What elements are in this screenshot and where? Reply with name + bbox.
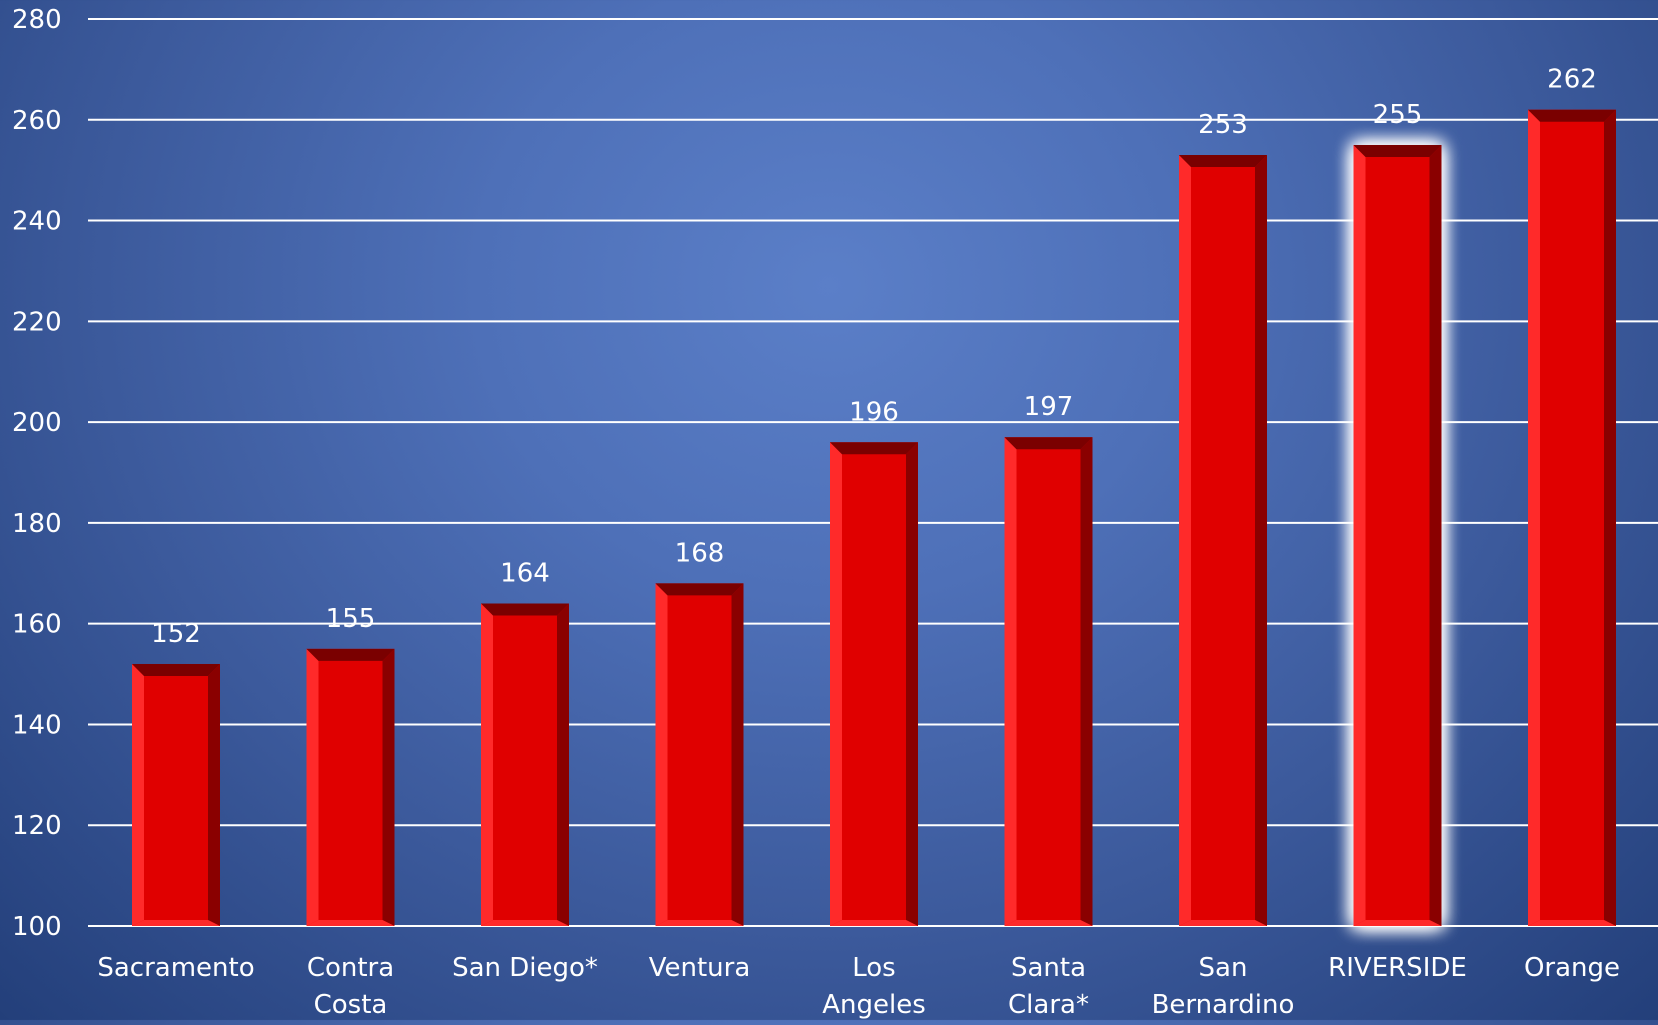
bar-top-bevel-orange bbox=[1528, 109, 1616, 122]
bar-top-bevel-san-bernardino bbox=[1179, 155, 1267, 168]
data-labels: 152 155 164 168 196 197 253 255 262 bbox=[151, 65, 1597, 649]
bar-front-orange bbox=[1528, 109, 1616, 926]
y-tick-label-100: 100 bbox=[12, 912, 62, 942]
bar-front-santa-clara bbox=[1004, 437, 1093, 926]
bars bbox=[132, 109, 1616, 927]
x-tick-label-ventura: Ventura bbox=[649, 953, 751, 983]
y-tick-label-220: 220 bbox=[12, 307, 62, 337]
data-label-santa-clara: 197 bbox=[1024, 392, 1074, 422]
bar-orange bbox=[1528, 109, 1616, 926]
y-tick-label-260: 260 bbox=[12, 106, 62, 136]
bar-left-bevel-santa-clara bbox=[1004, 437, 1017, 926]
y-tick-label-160: 160 bbox=[12, 610, 62, 640]
x-tick-label-santa-clara: Santa Clara* bbox=[1008, 953, 1089, 1020]
data-label-ventura: 168 bbox=[675, 538, 725, 568]
bar-front-ventura bbox=[655, 583, 744, 926]
bar-top-bevel-san-diego bbox=[481, 603, 569, 616]
data-label-sacramento: 152 bbox=[151, 619, 201, 649]
y-tick-label-120: 120 bbox=[12, 811, 62, 841]
x-tick-label-orange: Orange bbox=[1524, 953, 1620, 983]
bar-top-bevel-sacramento bbox=[132, 663, 220, 676]
y-axis-tick-labels: 100 120 140 160 180 200 220 240 260 280 bbox=[12, 5, 62, 942]
bar-right-bevel-riverside bbox=[1429, 144, 1442, 926]
bar-left-bevel-ventura bbox=[655, 583, 668, 926]
x-tick-label-riverside: RIVERSIDE bbox=[1328, 953, 1467, 983]
y-tick-label-140: 140 bbox=[12, 710, 62, 740]
bar-left-bevel-los-angeles bbox=[830, 442, 842, 926]
x-tick-label-contra-costa: Contra Costa bbox=[307, 953, 394, 1020]
bar-right-bevel-sacramento bbox=[208, 663, 220, 926]
data-label-contra-costa: 155 bbox=[326, 604, 376, 634]
bar-top-bevel-los-angeles bbox=[830, 442, 918, 455]
bar-bottom-bevel-contra-costa bbox=[306, 920, 395, 926]
bar-front-riverside bbox=[1353, 144, 1442, 926]
data-label-orange: 262 bbox=[1547, 65, 1597, 95]
bar-right-bevel-ventura bbox=[731, 583, 744, 926]
bar-bottom-bevel-san-bernardino bbox=[1179, 920, 1267, 926]
bar-los-angeles bbox=[830, 442, 918, 926]
bar-santa-clara bbox=[1004, 437, 1093, 926]
bar-bottom-bevel-riverside bbox=[1353, 920, 1442, 926]
bar-ventura bbox=[655, 583, 744, 926]
bar-left-bevel-riverside bbox=[1353, 144, 1366, 926]
bar-front-san-bernardino bbox=[1179, 155, 1267, 927]
bar-front-san-diego bbox=[481, 603, 569, 926]
bar-left-bevel-sacramento bbox=[132, 663, 144, 926]
bar-front-los-angeles bbox=[830, 442, 918, 926]
bar-riverside bbox=[1353, 144, 1442, 926]
y-tick-label-200: 200 bbox=[12, 408, 62, 438]
bar-right-bevel-san-bernardino bbox=[1255, 155, 1267, 927]
x-tick-label-los-angeles: Los Angeles bbox=[822, 953, 926, 1020]
bar-right-bevel-los-angeles bbox=[906, 442, 918, 926]
data-label-san-diego: 164 bbox=[500, 559, 550, 589]
y-tick-label-240: 240 bbox=[12, 207, 62, 237]
y-tick-label-180: 180 bbox=[12, 509, 62, 539]
bar-top-bevel-santa-clara bbox=[1004, 437, 1093, 450]
bar-bottom-bevel-san-diego bbox=[481, 920, 569, 926]
bar-front-contra-costa bbox=[306, 648, 395, 926]
bar-bottom-bevel-ventura bbox=[655, 920, 744, 926]
y-tick-label-280: 280 bbox=[12, 5, 62, 35]
bar-bottom-bevel-sacramento bbox=[132, 920, 220, 926]
bar-right-bevel-santa-clara bbox=[1080, 437, 1093, 926]
bar-bottom-bevel-santa-clara bbox=[1004, 920, 1093, 926]
data-label-san-bernardino: 253 bbox=[1198, 110, 1248, 140]
bar-right-bevel-san-diego bbox=[557, 603, 569, 926]
bar-contra-costa bbox=[306, 648, 395, 926]
bar-left-bevel-san-bernardino bbox=[1179, 155, 1191, 927]
bar-left-bevel-contra-costa bbox=[306, 648, 319, 926]
x-tick-label-san-bernardino: San Bernardino bbox=[1152, 953, 1295, 1020]
bar-right-bevel-orange bbox=[1604, 109, 1616, 926]
x-tick-label-sacramento: Sacramento bbox=[97, 953, 254, 983]
bar-top-bevel-ventura bbox=[655, 583, 744, 596]
bar-bottom-bevel-los-angeles bbox=[830, 920, 918, 926]
bar-top-bevel-contra-costa bbox=[306, 648, 395, 661]
bar-top-bevel-riverside bbox=[1353, 144, 1442, 157]
bar-front-sacramento bbox=[132, 663, 220, 926]
x-axis-tick-labels: Sacramento Contra Costa San Diego* Ventura Lo… bbox=[97, 953, 1620, 1020]
bar-left-bevel-san-diego bbox=[481, 603, 493, 926]
bar-bottom-bevel-orange bbox=[1528, 920, 1616, 926]
data-label-riverside: 255 bbox=[1373, 100, 1423, 130]
data-label-los-angeles: 196 bbox=[849, 397, 899, 427]
x-tick-label-san-diego: San Diego* bbox=[452, 953, 598, 983]
bar-right-bevel-contra-costa bbox=[382, 648, 395, 926]
bar-san-bernardino bbox=[1179, 155, 1267, 927]
bar-left-bevel-orange bbox=[1528, 109, 1540, 926]
bar-san-diego bbox=[481, 603, 569, 926]
bar-sacramento bbox=[132, 663, 220, 926]
